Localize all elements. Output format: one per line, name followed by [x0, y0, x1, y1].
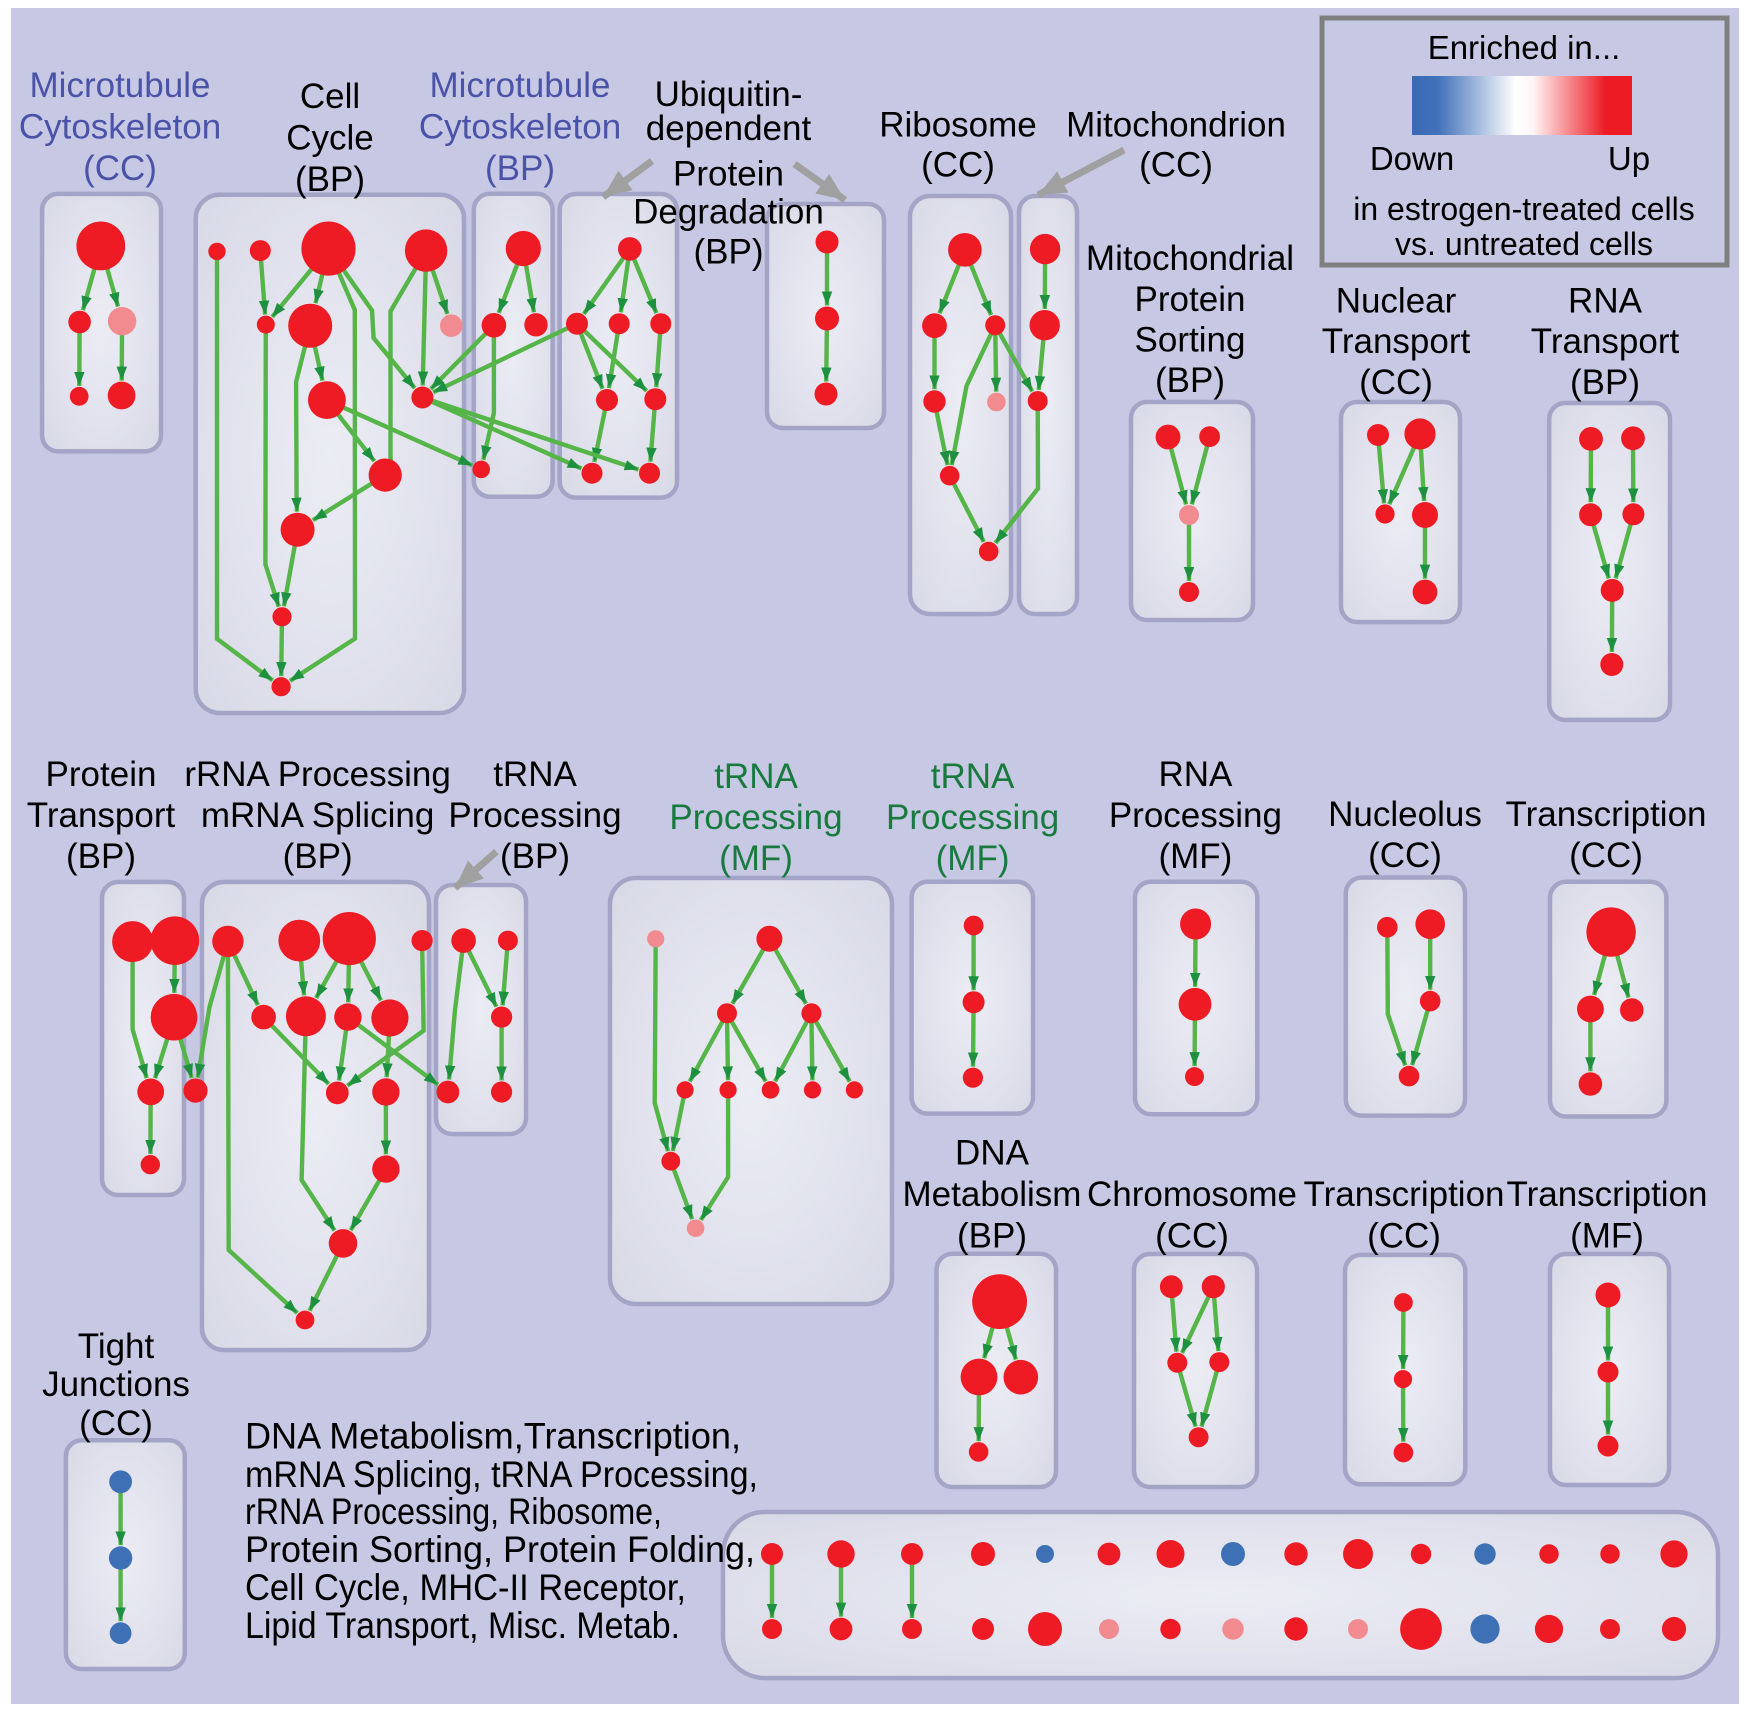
svg-text:Protein: Protein: [673, 155, 784, 194]
svg-text:Nuclear: Nuclear: [1336, 282, 1457, 321]
svg-text:vs. untreated cells: vs. untreated cells: [1395, 226, 1653, 262]
svg-text:(BP): (BP): [485, 149, 555, 188]
svg-text:Chromosome: Chromosome: [1087, 1175, 1297, 1214]
svg-text:Cytoskeleton: Cytoskeleton: [19, 108, 221, 147]
svg-text:(CC): (CC): [1367, 1217, 1441, 1256]
svg-text:Transcription: Transcription: [1304, 1175, 1505, 1214]
svg-text:Protein: Protein: [46, 755, 157, 794]
svg-text:(MF): (MF): [719, 839, 793, 878]
svg-text:(BP): (BP): [66, 837, 136, 876]
svg-text:(CC): (CC): [1139, 146, 1213, 185]
svg-text:DNA: DNA: [955, 1134, 1030, 1173]
svg-text:(BP): (BP): [283, 837, 353, 876]
svg-text:Up: Up: [1608, 140, 1650, 177]
svg-text:Microtubule: Microtubule: [430, 66, 611, 105]
svg-text:Transport: Transport: [1322, 322, 1471, 361]
svg-text:Ubiquitin-: Ubiquitin-: [655, 75, 803, 114]
svg-text:(CC): (CC): [1155, 1217, 1229, 1256]
svg-text:(BP): (BP): [295, 160, 365, 199]
svg-text:Processing: Processing: [448, 796, 621, 835]
svg-text:(CC): (CC): [1368, 836, 1442, 875]
svg-text:Junctions: Junctions: [42, 1365, 190, 1404]
svg-text:rRNA Processing, Ribosome,: rRNA Processing, Ribosome,: [245, 1491, 662, 1532]
svg-text:Cell Cycle, MHC-II Receptor,: Cell Cycle, MHC-II Receptor,: [245, 1567, 686, 1608]
svg-text:in estrogen-treated cells: in estrogen-treated cells: [1353, 191, 1695, 227]
svg-text:Transcription: Transcription: [1506, 795, 1707, 834]
svg-text:(BP): (BP): [1155, 361, 1225, 400]
svg-text:mRNA Splicing: mRNA Splicing: [201, 796, 434, 835]
svg-text:(CC): (CC): [1569, 836, 1643, 875]
svg-text:rRNA Processing: rRNA Processing: [184, 755, 450, 794]
svg-text:Processing: Processing: [669, 798, 842, 837]
svg-text:(CC): (CC): [79, 1404, 153, 1443]
svg-text:tRNA: tRNA: [714, 757, 798, 796]
svg-text:Enriched in...: Enriched in...: [1428, 29, 1621, 66]
svg-text:RNA: RNA: [1568, 282, 1643, 321]
svg-text:RNA: RNA: [1158, 755, 1233, 794]
svg-text:Processing: Processing: [1109, 796, 1282, 835]
svg-text:Ribosome: Ribosome: [879, 105, 1037, 144]
svg-text:(CC): (CC): [1359, 363, 1433, 402]
svg-text:(CC): (CC): [921, 146, 995, 185]
svg-text:Metabolism: Metabolism: [903, 1175, 1082, 1214]
svg-text:(BP): (BP): [500, 837, 570, 876]
svg-text:(BP): (BP): [694, 233, 764, 272]
svg-text:Mitochondrial: Mitochondrial: [1086, 239, 1294, 278]
svg-text:Nucleolus: Nucleolus: [1328, 795, 1482, 834]
svg-text:Cell: Cell: [300, 77, 360, 116]
svg-text:(MF): (MF): [936, 839, 1010, 878]
svg-text:Sorting: Sorting: [1135, 321, 1246, 360]
svg-text:Lipid Transport, Misc. Metab.: Lipid Transport, Misc. Metab.: [245, 1605, 680, 1646]
svg-text:Protein: Protein: [1135, 280, 1246, 319]
svg-text:Down: Down: [1370, 140, 1454, 177]
svg-text:(CC): (CC): [83, 149, 157, 188]
svg-text:mRNA Splicing, tRNA Processing: mRNA Splicing, tRNA Processing,: [245, 1454, 758, 1495]
svg-text:(BP): (BP): [1570, 363, 1640, 402]
svg-text:(MF): (MF): [1570, 1217, 1644, 1256]
svg-text:Mitochondrion: Mitochondrion: [1066, 105, 1286, 144]
svg-text:(MF): (MF): [1158, 837, 1232, 876]
svg-text:(BP): (BP): [957, 1217, 1027, 1256]
svg-text:tRNA: tRNA: [931, 757, 1015, 796]
svg-text:Cycle: Cycle: [286, 119, 374, 158]
svg-text:tRNA: tRNA: [493, 755, 577, 794]
svg-text:Transcription: Transcription: [1507, 1175, 1708, 1214]
svg-text:Cytoskeleton: Cytoskeleton: [419, 108, 621, 147]
svg-text:Tight: Tight: [78, 1327, 155, 1366]
svg-text:Transport: Transport: [1531, 322, 1680, 361]
svg-text:DNA Metabolism,Transcription,: DNA Metabolism,Transcription,: [245, 1416, 741, 1457]
svg-text:Protein Sorting, Protein Foldi: Protein Sorting, Protein Folding,: [245, 1529, 755, 1570]
svg-text:dependent: dependent: [646, 109, 812, 148]
svg-text:Transport: Transport: [27, 796, 176, 835]
svg-text:Microtubule: Microtubule: [30, 66, 211, 105]
svg-text:Degradation: Degradation: [633, 193, 824, 232]
svg-text:Processing: Processing: [886, 798, 1059, 837]
